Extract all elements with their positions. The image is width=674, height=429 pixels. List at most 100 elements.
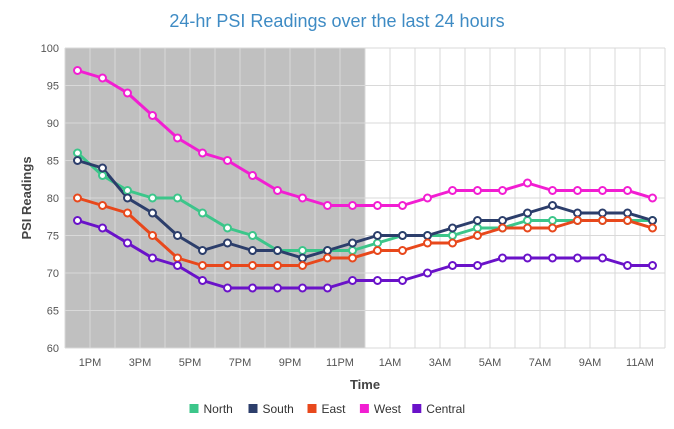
data-point-north	[348, 246, 357, 255]
data-point-central	[348, 276, 357, 285]
data-point-east	[598, 216, 607, 225]
data-point-south	[498, 216, 507, 225]
legend-item-west[interactable]: West	[359, 402, 402, 416]
gridlines	[64, 47, 666, 349]
legend-label: South	[263, 402, 294, 416]
data-point-east	[323, 253, 332, 263]
data-point-north	[548, 216, 557, 225]
chart-title: 24-hr PSI Readings over the last 24 hour…	[169, 11, 504, 31]
y-tick-label: 95	[47, 81, 59, 93]
data-point-west	[348, 201, 357, 210]
data-point-central	[123, 238, 132, 248]
data-point-south	[548, 201, 557, 210]
data-point-east	[448, 238, 457, 248]
data-point-west	[523, 178, 532, 188]
data-point-central	[298, 283, 307, 293]
legend-swatch	[189, 404, 199, 413]
data-point-east	[198, 261, 207, 270]
data-point-south	[598, 208, 607, 218]
legend-item-central[interactable]: Central	[412, 402, 465, 416]
legend-label: Central	[426, 402, 465, 416]
y-tick-label: 85	[47, 156, 59, 168]
legend-swatch	[307, 404, 317, 413]
data-point-south	[373, 231, 382, 240]
data-point-west	[248, 171, 257, 180]
data-point-north	[298, 246, 307, 255]
x-tick-label: 9PM	[279, 357, 302, 369]
x-tick-label: 11PM	[326, 357, 354, 369]
data-point-east	[548, 223, 557, 233]
data-point-central	[273, 283, 282, 293]
data-point-south	[273, 246, 282, 255]
data-point-north	[73, 148, 82, 158]
data-point-north	[523, 216, 532, 225]
data-point-north	[198, 208, 207, 218]
y-tick-label: 75	[47, 231, 59, 243]
x-tick-label: 7PM	[229, 357, 252, 369]
data-point-north	[473, 223, 482, 233]
data-point-east	[148, 231, 157, 240]
data-point-north	[123, 186, 132, 195]
data-point-east	[573, 216, 582, 225]
data-point-south	[98, 163, 107, 173]
data-point-east	[223, 261, 232, 270]
data-point-west	[548, 186, 557, 195]
data-point-central	[223, 283, 232, 293]
data-point-west	[473, 186, 482, 195]
data-point-west	[598, 186, 607, 195]
data-point-south	[323, 246, 332, 255]
data-point-central	[248, 283, 257, 293]
data-point-south	[423, 231, 432, 240]
data-point-south	[198, 246, 207, 255]
x-tick-label: 7AM	[529, 357, 552, 369]
y-tick-label: 65	[47, 306, 59, 318]
data-point-south	[623, 208, 632, 218]
data-point-central	[598, 253, 607, 263]
legend-item-east[interactable]: East	[307, 402, 347, 416]
data-point-north	[223, 223, 232, 233]
y-tick-label: 90	[47, 118, 59, 130]
data-point-south	[173, 231, 182, 240]
data-point-south	[148, 208, 157, 218]
x-tick-label: 1AM	[379, 357, 402, 369]
data-point-south	[123, 193, 132, 203]
data-point-east	[73, 193, 82, 203]
data-point-central	[623, 261, 632, 270]
data-point-west	[423, 193, 432, 203]
legend-item-south[interactable]: South	[248, 402, 294, 416]
data-point-central	[198, 276, 207, 285]
legend-item-north[interactable]: North	[189, 402, 233, 416]
x-tick-label: 11AM	[626, 357, 654, 369]
data-point-west	[498, 186, 507, 195]
y-tick-label: 100	[41, 43, 59, 55]
data-point-west	[73, 66, 82, 75]
data-point-central	[173, 261, 182, 270]
legend-swatch	[412, 404, 422, 413]
data-point-north	[148, 193, 157, 203]
legend-label: East	[322, 402, 347, 416]
data-point-south	[398, 231, 407, 240]
y-tick-label: 80	[47, 193, 59, 205]
data-point-central	[398, 276, 407, 285]
series-points	[73, 66, 657, 293]
data-point-central	[148, 253, 157, 263]
legend-label: North	[204, 402, 233, 416]
x-tick-label: 3PM	[129, 357, 152, 369]
data-point-central	[373, 276, 382, 285]
data-point-central	[98, 223, 107, 233]
data-point-east	[473, 231, 482, 240]
x-tick-label: 5AM	[479, 357, 502, 369]
data-point-south	[473, 216, 482, 225]
data-point-west	[448, 186, 457, 195]
data-point-north	[248, 231, 257, 240]
data-point-west	[223, 156, 232, 165]
data-point-west	[123, 88, 132, 98]
data-point-central	[648, 261, 657, 270]
data-point-north	[173, 193, 182, 203]
legend[interactable]: North South East West Central	[189, 402, 465, 416]
data-point-north	[448, 231, 457, 240]
data-point-west	[98, 73, 107, 83]
data-point-east	[123, 208, 132, 218]
